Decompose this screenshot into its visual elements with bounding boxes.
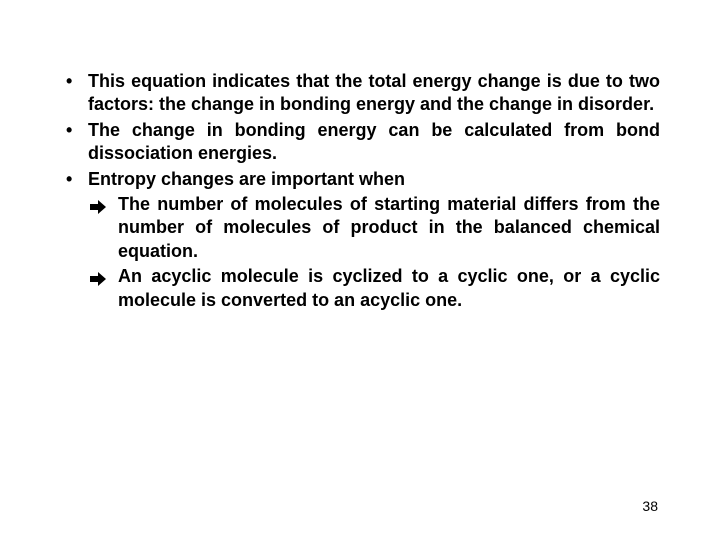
- sub-item-text: An acyclic molecule is cyclized to a cyc…: [118, 266, 660, 309]
- sub-list: The number of molecules of starting mate…: [88, 193, 660, 312]
- bullet-text: Entropy changes are important when: [88, 169, 405, 189]
- bullet-item: Entropy changes are important when The n…: [60, 168, 660, 312]
- sub-item-text: The number of molecules of starting mate…: [118, 194, 660, 261]
- page-number: 38: [642, 498, 658, 514]
- slide-content: This equation indicates that the total e…: [0, 0, 720, 540]
- sub-item: The number of molecules of starting mate…: [88, 193, 660, 263]
- sub-item: An acyclic molecule is cyclized to a cyc…: [88, 265, 660, 312]
- bullet-item: This equation indicates that the total e…: [60, 70, 660, 117]
- bullet-list: This equation indicates that the total e…: [60, 70, 660, 312]
- bullet-text: The change in bonding energy can be calc…: [88, 120, 660, 163]
- right-arrow-icon: [90, 197, 106, 211]
- right-arrow-icon: [90, 269, 106, 283]
- bullet-text: This equation indicates that the total e…: [88, 71, 660, 114]
- bullet-item: The change in bonding energy can be calc…: [60, 119, 660, 166]
